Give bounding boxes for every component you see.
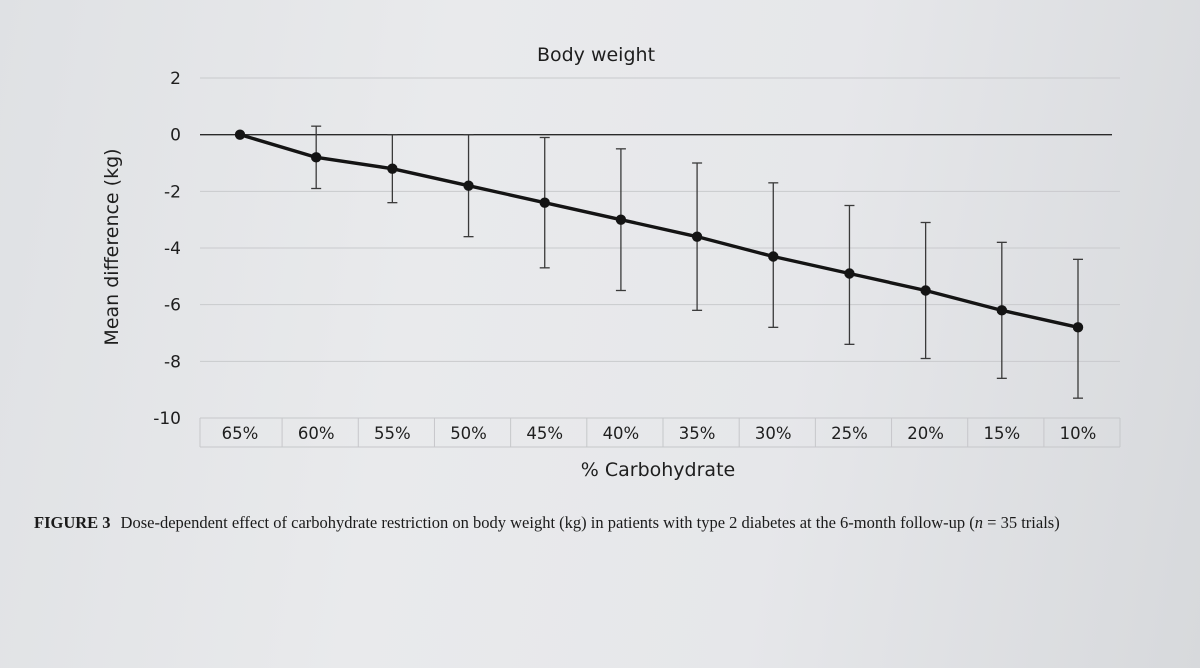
x-tick-label: 35% xyxy=(679,424,716,443)
x-tick-label: 10% xyxy=(1060,424,1097,443)
y-tick-label: -6 xyxy=(164,296,181,316)
x-tick-label: 20% xyxy=(907,424,944,443)
figure-caption: FIGURE 3 Dose-dependent effect of carbohy… xyxy=(34,513,1200,533)
data-point xyxy=(920,285,931,296)
data-point xyxy=(691,231,703,242)
y-axis-label: Mean difference (kg) xyxy=(101,148,123,345)
caption-text-before: Dose-dependent effect of carbohydrate re… xyxy=(120,513,975,532)
y-tick-label: 0 xyxy=(170,126,181,146)
x-tick-label: 30% xyxy=(755,424,792,443)
chart-title: Body weight xyxy=(537,44,655,66)
x-tick-label: 65% xyxy=(222,424,259,443)
data-point xyxy=(844,268,855,279)
y-tick-label: -4 xyxy=(164,239,181,259)
x-tick-label: 55% xyxy=(374,424,411,443)
x-tick-label: 40% xyxy=(603,424,640,443)
data-point xyxy=(768,251,779,262)
y-tick-label: -2 xyxy=(164,182,181,202)
caption-n-symbol: n xyxy=(974,513,984,532)
data-point xyxy=(234,129,246,140)
x-tick-label: 45% xyxy=(526,424,563,443)
body-weight-chart: 2 0 -2 -4 -6 -8 -10 65% 60% 55% 50% 45% 40% 35% 30% 25%… xyxy=(101,44,1121,481)
series-line xyxy=(239,133,1079,329)
x-axis-label: % Carbohydrate xyxy=(581,459,735,481)
figure-label: FIGURE 3 xyxy=(34,513,111,532)
data-point xyxy=(310,152,322,163)
data-point xyxy=(1072,322,1084,333)
data-point xyxy=(539,197,550,208)
x-tick-label: 25% xyxy=(831,424,868,443)
series-layer xyxy=(234,125,1084,399)
axis-layer: 2 0 -2 -4 -6 -8 -10 65% 60% 55% 50% 45% 40% 35% 30% 25%… xyxy=(153,69,1112,443)
x-tick-label: 50% xyxy=(450,424,487,443)
x-tick-label: 15% xyxy=(983,424,1020,443)
grid-layer xyxy=(199,77,1121,448)
y-tick-label: 2 xyxy=(170,69,181,89)
data-point xyxy=(463,180,474,191)
y-tick-label: -8 xyxy=(164,352,181,372)
data-point xyxy=(387,163,398,174)
caption-text-after: = 35 trials) xyxy=(983,513,1060,532)
data-point xyxy=(615,214,627,225)
data-point xyxy=(996,305,1008,316)
x-tick-label: 60% xyxy=(298,424,335,443)
y-tick-label: -10 xyxy=(153,409,181,429)
